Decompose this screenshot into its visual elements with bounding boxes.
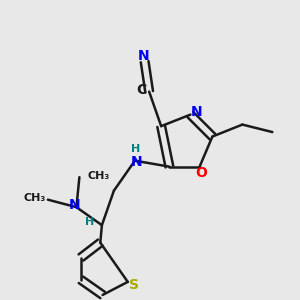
Text: N: N [130,155,142,169]
Text: N: N [191,105,203,119]
Text: H: H [131,144,140,154]
Text: CH₃: CH₃ [88,171,110,181]
Text: O: O [195,166,207,180]
Text: CH₃: CH₃ [23,193,46,203]
Text: C: C [136,83,147,97]
Text: N: N [69,198,81,212]
Text: S: S [129,278,140,292]
Text: N: N [137,49,149,63]
Text: H: H [85,217,94,227]
